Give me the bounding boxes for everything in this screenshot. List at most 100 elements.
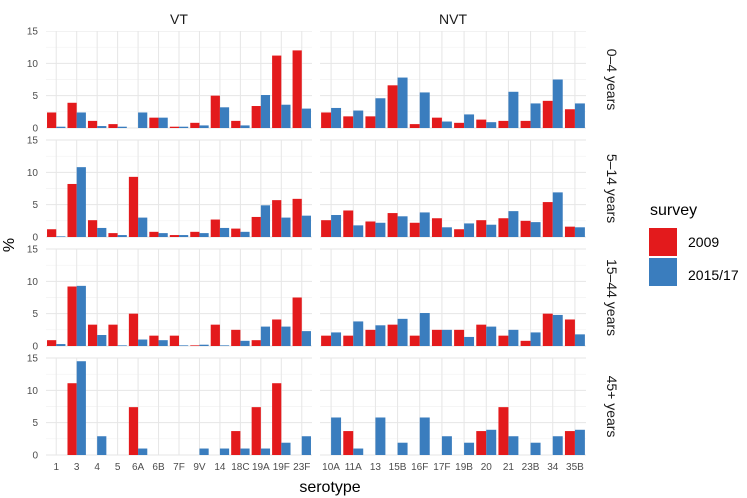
strip-label-0-4-years: 0–4 years [604, 49, 620, 110]
bar-2009-11a [343, 431, 354, 455]
bar-2015-17-19a [260, 326, 271, 346]
bar-2015-17-34 [552, 79, 563, 128]
bar-2015-17-6b [158, 340, 168, 346]
bar-2009-9v [190, 345, 200, 346]
bar-2015-17-19f [281, 104, 291, 128]
bar-2015-17-18c [240, 340, 250, 346]
bar-2009-7f [169, 335, 179, 346]
panel-vt-15-44-years [46, 248, 312, 347]
bar-2015-17-15b [397, 318, 408, 346]
x-tick-label-11a: 11A [345, 462, 362, 473]
bar-2009-6a [128, 313, 139, 346]
bar-2015-17-23b [530, 442, 541, 455]
strip-label-15-44-years: 15–44 years [604, 259, 620, 336]
bar-2015-17-19b [464, 223, 475, 237]
bar-2009-13 [365, 329, 376, 346]
bar-2009-23b [520, 340, 531, 346]
x-tick-label-5: 5 [115, 462, 121, 473]
bar-2015-17-15b [397, 216, 408, 237]
y-tick-label: 0 [32, 342, 38, 353]
panels [46, 30, 586, 456]
bar-2009-14 [210, 95, 220, 128]
x-tick-label-20: 20 [481, 462, 493, 473]
bar-2015-17-34 [552, 436, 563, 455]
bar-2009-20 [476, 220, 487, 237]
bar-2015-17-16f [419, 212, 430, 237]
x-tick-label-34: 34 [547, 462, 559, 473]
bar-2015-17-15b [397, 442, 408, 455]
bar-2015-17-13 [375, 222, 386, 237]
bar-2009-18c [231, 329, 241, 346]
bar-2009-11a [343, 116, 354, 128]
bar-2009-35b [564, 109, 575, 128]
panel-nvt-45-years [320, 357, 586, 456]
bar-2015-17-20 [486, 326, 497, 346]
bar-2009-19f [272, 319, 282, 346]
y-tick-label: 15 [27, 27, 39, 38]
bar-2009-19a [251, 106, 261, 128]
panel-vt-45-years [46, 357, 312, 456]
bar-2009-11a [343, 210, 354, 237]
y-tick-label: 10 [27, 277, 39, 288]
bar-2015-17-9v [199, 344, 209, 346]
x-tick-label-7f: 7F [173, 462, 185, 473]
bar-2015-17-18c [240, 448, 250, 455]
bar-2015-17-14 [219, 448, 230, 455]
bar-2015-17-11a [353, 225, 364, 237]
strip-label-nvt: NVT [439, 11, 467, 27]
bar-2009-23f [292, 50, 302, 128]
y-tick-label: 10 [27, 386, 39, 397]
bar-2015-17-16f [419, 92, 430, 128]
bar-2015-17-1 [56, 236, 66, 237]
panel-nvt-0-4-years [320, 30, 586, 129]
y-tick-label: 10 [27, 168, 39, 179]
bar-2009-9v [190, 122, 200, 128]
bar-2009-5 [108, 324, 118, 346]
bar-2009-18c [231, 431, 241, 455]
bar-2009-16f [409, 124, 420, 128]
bar-2009-6b [149, 117, 159, 128]
bar-2015-17-9v [199, 448, 209, 455]
bar-2009-5 [108, 124, 118, 128]
bar-2015-17-34 [552, 192, 563, 237]
bar-2015-17-35b [574, 103, 585, 128]
bar-2009-19f [272, 383, 282, 455]
bar-2009-17f [431, 117, 442, 128]
bar-2015-17-20 [486, 122, 497, 128]
bar-2009-17f [431, 329, 442, 346]
bar-2015-17-3 [76, 361, 86, 455]
bar-2009-7f [169, 235, 179, 237]
bar-2009-19b [454, 122, 465, 128]
y-tick-label: 15 [27, 354, 39, 365]
bar-2015-17-14 [219, 345, 230, 346]
bar-2009-16f [409, 222, 420, 237]
bar-2009-10a [321, 335, 332, 346]
y-tick-label: 5 [32, 200, 38, 211]
bar-2015-17-21 [508, 329, 519, 346]
bar-2009-19a [251, 216, 261, 237]
bar-2015-17-35b [574, 227, 585, 237]
bar-2009-19b [454, 229, 465, 237]
legend: survey 2009 2015/17 [649, 202, 739, 286]
bar-2015-17-19b [464, 114, 475, 128]
bar-2015-17-23f [301, 215, 311, 237]
x-tick-label-10a: 10A [322, 462, 340, 473]
bar-2015-17-16f [419, 417, 430, 455]
bar-2015-17-10a [331, 332, 342, 346]
bar-2015-17-17f [441, 227, 452, 237]
bar-2009-20 [476, 324, 487, 346]
bar-2009-10a [321, 112, 332, 128]
x-tick-label-16f: 16F [411, 462, 428, 473]
bar-2015-17-23f [301, 331, 311, 346]
bar-2009-19a [251, 340, 261, 346]
x-tick-label-4: 4 [94, 462, 100, 473]
panel-vt-0-4-years [46, 30, 312, 129]
bar-2009-3 [67, 286, 77, 346]
x-tick-label-17f: 17F [433, 462, 450, 473]
x-axis-title: serotype [299, 479, 360, 496]
bar-2009-15b [387, 213, 398, 237]
bar-2015-17-13 [375, 417, 386, 455]
bar-2009-35b [564, 226, 575, 237]
